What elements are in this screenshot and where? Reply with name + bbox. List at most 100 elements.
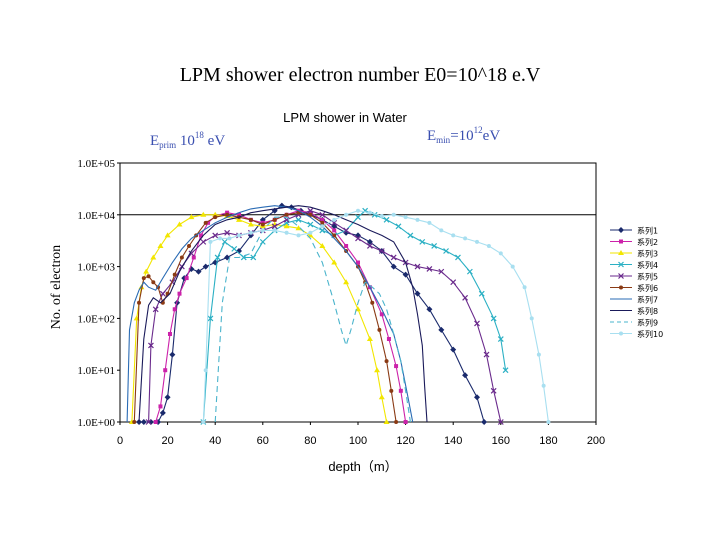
series-6-point: [146, 274, 151, 279]
plot-frame: [119, 162, 597, 423]
legend-item-7: 系列7: [610, 295, 658, 305]
series-6: [132, 210, 399, 424]
series-5-point: [159, 290, 166, 297]
series-4-point: [407, 232, 414, 239]
series-10-point: [248, 230, 253, 235]
annotation-e-min-sub: min: [436, 135, 451, 145]
series-4-point: [395, 223, 402, 230]
series-6-point: [187, 243, 192, 248]
chart-title: LPM shower in Water: [283, 110, 407, 125]
y-axis-label: No. of electron: [49, 245, 64, 329]
series-4-point: [250, 254, 257, 261]
legend-label: 系列8: [637, 306, 658, 316]
series-1-point: [426, 306, 433, 313]
series-10-point: [427, 220, 432, 225]
legend-label: 系列3: [637, 249, 658, 259]
series-5-point: [414, 263, 421, 270]
annotation-e-prim: Eprim 1018 eV: [150, 130, 225, 150]
legend-swatch-marker: [618, 261, 624, 268]
series-1-point: [414, 290, 421, 297]
series-10-point: [529, 316, 534, 321]
series-10-point: [510, 264, 515, 269]
series-4-point: [466, 268, 473, 275]
series-2-point: [332, 228, 337, 233]
series-3-point: [247, 221, 254, 227]
series-4-point: [497, 336, 504, 342]
series-5-point: [307, 207, 314, 214]
series-layer: [126, 202, 551, 425]
series-5-line: [148, 210, 502, 423]
series-1-point: [438, 326, 445, 333]
series-4-point: [431, 243, 438, 249]
legend-label: 系列1: [637, 226, 658, 236]
series-10-point: [439, 228, 444, 233]
series-2-point: [356, 260, 360, 265]
series-2-point: [344, 243, 349, 248]
series-3-line: [131, 214, 388, 423]
series-1-point: [366, 238, 373, 245]
legend-label: 系列4: [637, 260, 658, 270]
legend-swatch-marker: [618, 227, 624, 233]
series-3-point: [200, 211, 207, 217]
series-10-point: [344, 212, 349, 217]
x-tick-label: 40: [209, 435, 221, 447]
x-tick-label: 160: [492, 435, 510, 447]
series-6-point: [137, 300, 142, 305]
series-10-point: [451, 233, 456, 238]
series-3-point: [236, 216, 242, 222]
y-tick-label: 1.0E+02: [77, 313, 115, 325]
series-6-point: [320, 220, 325, 225]
series-6-point: [179, 255, 184, 260]
series-6-point: [370, 300, 375, 305]
series-1: [136, 202, 488, 425]
legend-item-1: 系列1: [610, 226, 658, 236]
legend-label: 系列10: [637, 329, 663, 339]
legend-swatch-marker: [619, 285, 623, 290]
series-10-point: [415, 217, 420, 222]
series-1-point: [450, 346, 457, 353]
series-4-point: [383, 216, 390, 223]
slide-title: LPM shower electron number E0=10^18 e.V: [179, 64, 541, 86]
series-4-point: [455, 254, 461, 261]
x-axis-label: depth（m）: [328, 459, 397, 474]
series-1-point: [164, 394, 171, 401]
x-tick-label: 80: [304, 435, 316, 447]
series-7: [126, 205, 414, 423]
annotation-e-min-sup: 12: [474, 125, 483, 135]
series-1-point: [224, 254, 231, 261]
series-2-point: [206, 220, 211, 225]
y-axis-ticks: 1.0E+00 1.0E+01 1.0E+02 1.0E+03 1.0E+04 1.0E+…: [77, 158, 120, 429]
series-3-point: [383, 419, 390, 424]
legend-item-2: 系列2: [610, 237, 658, 247]
x-tick-label: 100: [349, 435, 367, 447]
series-4-point: [295, 216, 302, 223]
series-10-point: [391, 212, 396, 217]
series-3-point: [143, 268, 150, 274]
series-6-point: [384, 359, 389, 364]
annotation-e-min-mid: =10: [450, 128, 473, 144]
series-2-point: [386, 337, 391, 342]
series-10-point: [217, 236, 222, 241]
series-5-point: [224, 229, 231, 236]
series-3-point: [374, 367, 381, 373]
legend-item-6: 系列6: [610, 283, 658, 293]
legend-label: 系列9: [637, 318, 658, 328]
series-2-point: [167, 331, 172, 336]
series-2-point: [158, 404, 163, 409]
series-3-point: [283, 223, 290, 229]
series-6-point: [377, 327, 382, 332]
series-2-point: [237, 212, 241, 217]
series-10-point: [486, 243, 491, 248]
series-10-point: [308, 230, 313, 235]
series-10-point: [203, 368, 208, 373]
annotation-e-prim-sup: 18: [195, 130, 205, 140]
series-2-point: [177, 291, 182, 296]
x-axis-ticks: 0 20 40 60 80 100 120 140 160 180 200: [117, 422, 605, 447]
series-4-point: [231, 245, 238, 252]
series-5-point: [497, 419, 504, 425]
series-3-point: [150, 254, 157, 260]
series-10-point: [522, 285, 527, 290]
series-5-point: [212, 232, 219, 239]
series-4-point: [214, 254, 221, 261]
